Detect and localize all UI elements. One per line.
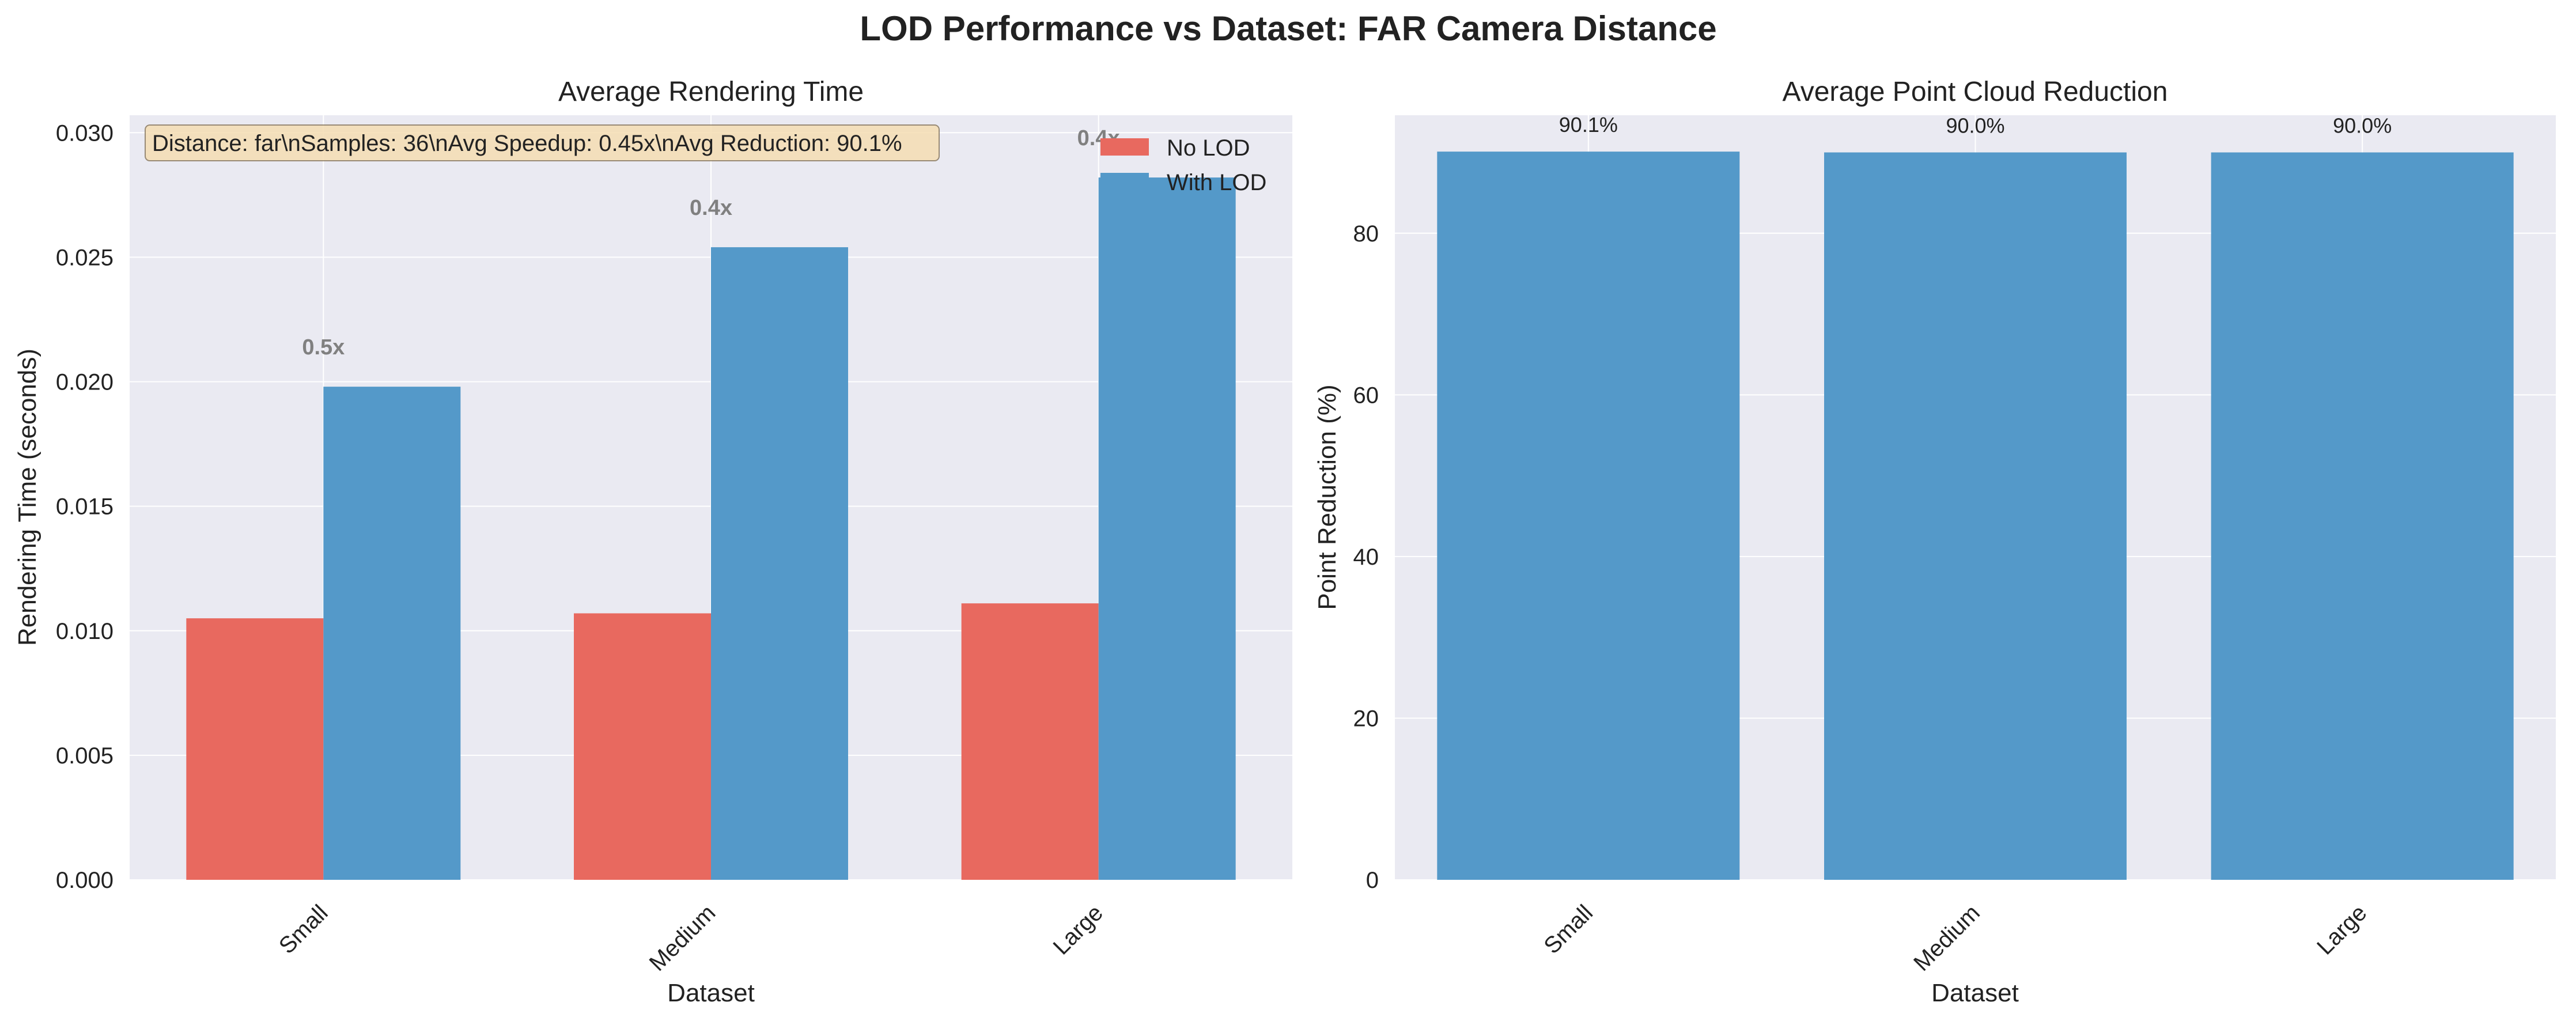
bar-reduction-small [1437, 152, 1740, 880]
bar-no-lod-large [961, 603, 1099, 880]
bar-reduction-medium [1824, 152, 2127, 880]
y-tick-label: 0.025 [56, 245, 114, 270]
figure-title: LOD Performance vs Dataset: FAR Camera D… [860, 9, 1716, 48]
y-tick-label: 0.005 [56, 743, 114, 769]
y-tick-label: 60 [1353, 383, 1379, 408]
bars [1437, 152, 2514, 880]
value-labels: 90.1% 90.0% 90.0% [1559, 113, 2392, 137]
bar-no-lod-small [186, 618, 324, 880]
bar-with-lod-large [1098, 177, 1236, 880]
bars [186, 177, 1236, 880]
y-tick-label: 0.010 [56, 619, 114, 644]
y-tick-label: 0.020 [56, 370, 114, 395]
x-axis-label: Dataset [1931, 979, 2019, 1007]
y-tick-label: 0.030 [56, 120, 114, 146]
y-tick-label: 80 [1353, 221, 1379, 247]
legend-label-with-lod: With LOD [1167, 170, 1266, 195]
chart-title: Average Rendering Time [558, 77, 864, 107]
y-axis-ticks: 0 20 40 60 80 [1353, 221, 1379, 893]
speedup-label-medium: 0.4x [690, 196, 732, 220]
y-tick-label: 0.015 [56, 494, 114, 520]
legend-swatch-no-lod [1100, 138, 1149, 156]
y-axis-label: Rendering Time (seconds) [13, 349, 41, 646]
speedup-label-small: 0.5x [302, 335, 345, 360]
bar-with-lod-small [323, 387, 461, 880]
legend-swatch-with-lod [1100, 173, 1149, 190]
chart-title: Average Point Cloud Reduction [1783, 77, 2168, 107]
value-label-medium: 90.0% [1946, 114, 2004, 138]
value-label-small: 90.1% [1559, 113, 1618, 137]
legend: No LOD With LOD [1100, 135, 1266, 195]
rendering-time-chart: 0.5x0.4x0.4x 0.0000.0050.0100.0150.0200.… [13, 77, 1292, 1007]
y-tick-label: 0 [1366, 868, 1379, 893]
bar-no-lod-medium [574, 613, 711, 880]
legend-label-no-lod: No LOD [1167, 135, 1250, 161]
y-axis-ticks: 0.000 0.005 0.010 0.015 0.020 0.025 0.030 [56, 120, 114, 893]
x-axis-label: Dataset [667, 979, 755, 1007]
y-tick-label: 20 [1353, 706, 1379, 731]
value-label-large: 90.0% [2333, 114, 2392, 138]
y-axis-label: Point Reduction (%) [1313, 384, 1341, 610]
y-tick-label: 0.000 [56, 868, 114, 893]
y-tick-label: 40 [1353, 544, 1379, 570]
info-box-text: Distance: far\nSamples: 36\nAvg Speedup:… [152, 131, 902, 156]
speedup-annotations: 0.5x0.4x0.4x [302, 126, 1119, 360]
info-box-background [145, 124, 940, 161]
bar-reduction-large [2211, 152, 2514, 880]
info-box: Distance: far\nSamples: 36\nAvg Speedup:… [145, 124, 940, 161]
bar-with-lod-medium [711, 247, 848, 880]
